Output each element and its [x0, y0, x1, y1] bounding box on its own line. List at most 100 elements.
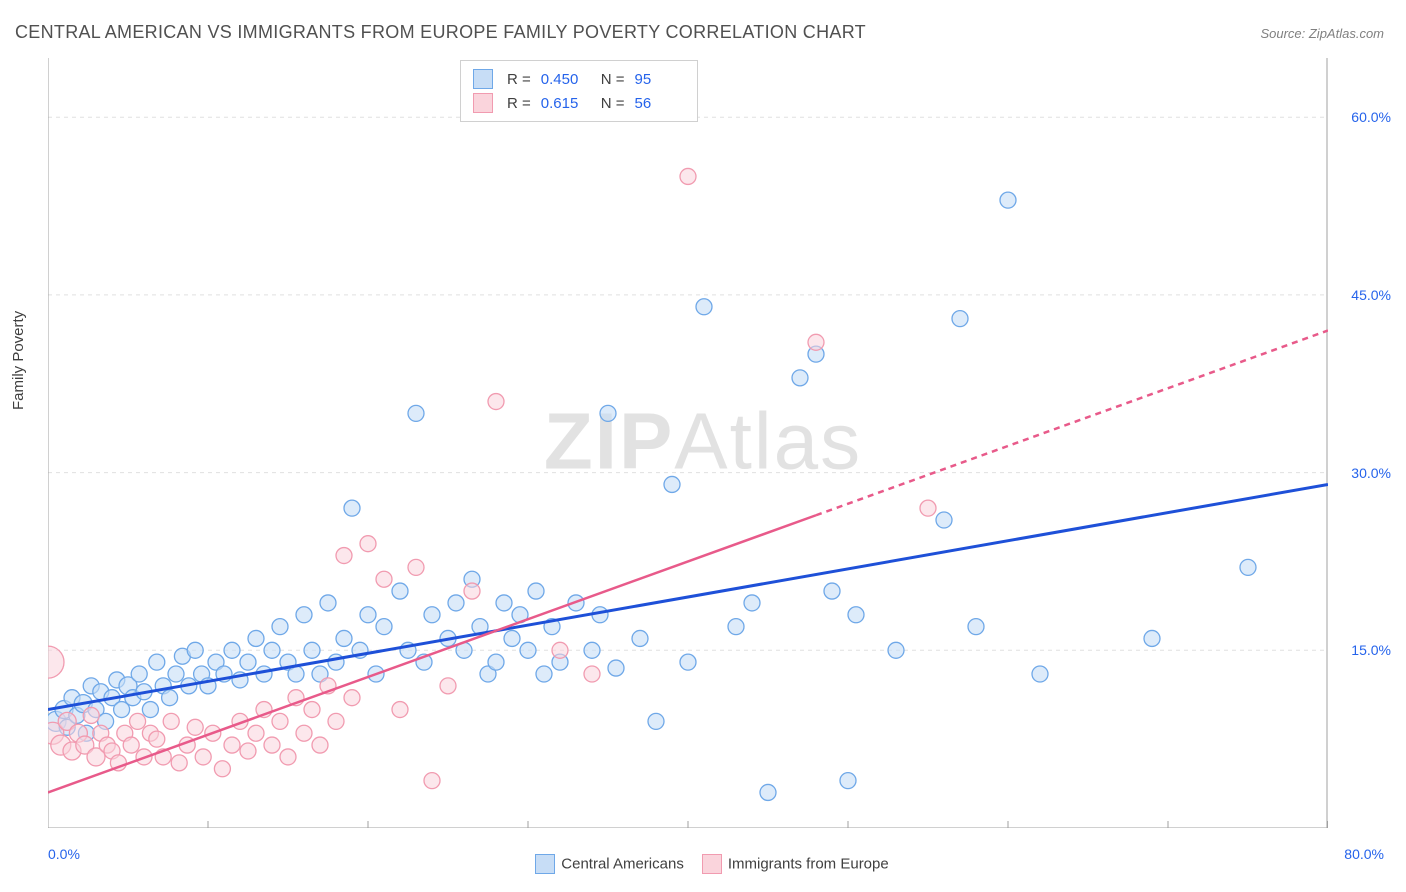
- data-point: [952, 311, 968, 327]
- data-point: [440, 678, 456, 694]
- data-point: [187, 642, 203, 658]
- data-point: [130, 713, 146, 729]
- data-point: [608, 660, 624, 676]
- data-point: [240, 654, 256, 670]
- stat-r-value: 0.450: [541, 71, 591, 88]
- data-point: [296, 725, 312, 741]
- stat-n-value: 56: [635, 95, 685, 112]
- data-point: [272, 713, 288, 729]
- data-point: [83, 707, 99, 723]
- data-point: [224, 642, 240, 658]
- data-point: [488, 654, 504, 670]
- stat-r-value: 0.615: [541, 95, 591, 112]
- stats-legend-box: R =0.450N =95R =0.615N =56: [460, 60, 698, 122]
- data-point: [123, 737, 139, 753]
- data-point: [312, 737, 328, 753]
- data-point: [848, 607, 864, 623]
- legend-swatch: [535, 854, 555, 874]
- data-point: [360, 607, 376, 623]
- data-point: [504, 630, 520, 646]
- data-point: [552, 642, 568, 658]
- data-point: [424, 607, 440, 623]
- data-point: [488, 394, 504, 410]
- legend-swatch: [702, 854, 722, 874]
- regression-line-immigrants_europe: [48, 515, 816, 792]
- data-point: [680, 654, 696, 670]
- y-tick-label: 30.0%: [1351, 465, 1391, 481]
- data-point: [328, 713, 344, 729]
- data-point: [824, 583, 840, 599]
- data-point: [464, 583, 480, 599]
- stat-r-key: R =: [507, 95, 531, 112]
- stat-r-key: R =: [507, 71, 531, 88]
- data-point: [272, 619, 288, 635]
- data-point: [920, 500, 936, 516]
- data-point: [408, 559, 424, 575]
- data-point: [744, 595, 760, 611]
- data-point: [760, 784, 776, 800]
- regression-line-immigrants_europe-dashed: [816, 330, 1328, 515]
- data-point: [304, 702, 320, 718]
- data-point: [336, 548, 352, 564]
- y-tick-label: 45.0%: [1351, 287, 1391, 303]
- stats-row: R = 0.615 N = 56: [473, 91, 685, 115]
- stats-swatch: [473, 93, 493, 113]
- data-point: [264, 642, 280, 658]
- legend-label: Central Americans: [561, 856, 684, 873]
- data-point: [1144, 630, 1160, 646]
- data-point: [600, 405, 616, 421]
- data-point: [648, 713, 664, 729]
- data-point: [496, 595, 512, 611]
- data-point: [248, 725, 264, 741]
- data-point: [240, 743, 256, 759]
- data-point: [248, 630, 264, 646]
- stats-row: R =0.450N =95: [473, 67, 685, 91]
- data-point: [149, 654, 165, 670]
- data-point: [149, 731, 165, 747]
- chart-title: CENTRAL AMERICAN VS IMMIGRANTS FROM EURO…: [15, 22, 866, 43]
- legend-label: Immigrants from Europe: [728, 856, 889, 873]
- data-point: [424, 773, 440, 789]
- data-point: [584, 666, 600, 682]
- data-point: [131, 666, 147, 682]
- data-point: [280, 749, 296, 765]
- data-point: [1240, 559, 1256, 575]
- data-point: [448, 595, 464, 611]
- stats-swatch: [473, 69, 493, 89]
- series-immigrants_europe: [48, 168, 936, 788]
- data-point: [584, 642, 600, 658]
- data-point: [162, 690, 178, 706]
- data-point: [344, 500, 360, 516]
- data-point: [48, 646, 64, 678]
- y-axis-label: Family Poverty: [10, 311, 27, 410]
- data-point: [163, 713, 179, 729]
- data-point: [696, 299, 712, 315]
- stat-n-key: N =: [601, 71, 625, 88]
- y-tick-label: 60.0%: [1351, 109, 1391, 125]
- scatter-chart: [48, 58, 1328, 828]
- data-point: [392, 583, 408, 599]
- data-point: [264, 737, 280, 753]
- data-point: [840, 773, 856, 789]
- data-point: [376, 571, 392, 587]
- data-point: [528, 583, 544, 599]
- stat-n-key: N =: [601, 95, 625, 112]
- data-point: [336, 630, 352, 646]
- data-point: [632, 630, 648, 646]
- data-point: [187, 719, 203, 735]
- y-tick-label: 15.0%: [1351, 642, 1391, 658]
- data-point: [1032, 666, 1048, 682]
- data-point: [1000, 192, 1016, 208]
- bottom-legend: Central Americans Immigrants from Europe: [0, 854, 1406, 874]
- data-point: [168, 666, 184, 682]
- regression-line-central_americans: [48, 484, 1328, 709]
- data-point: [536, 666, 552, 682]
- data-point: [728, 619, 744, 635]
- data-point: [142, 702, 158, 718]
- data-point: [936, 512, 952, 528]
- data-point: [408, 405, 424, 421]
- data-point: [968, 619, 984, 635]
- data-point: [680, 168, 696, 184]
- data-point: [392, 702, 408, 718]
- data-point: [171, 755, 187, 771]
